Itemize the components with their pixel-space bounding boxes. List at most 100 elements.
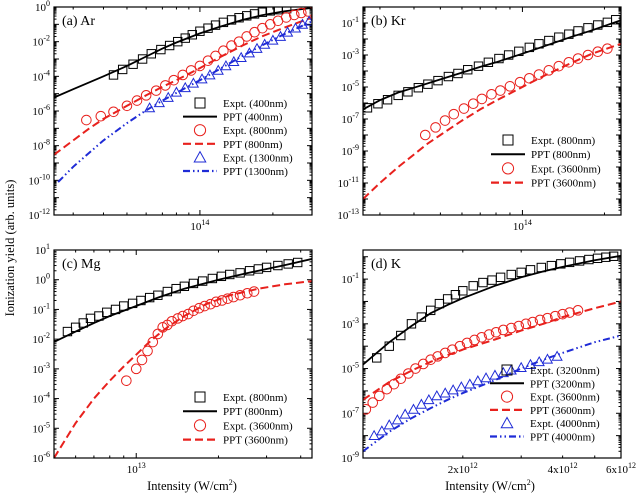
data-point-circle [150,85,162,96]
data-point-circle [81,114,92,126]
data-point-circle [419,129,431,141]
data-point-square [495,272,506,283]
data-point-square [137,54,148,64]
data-point-circle [136,354,148,366]
data-point-square [506,269,516,280]
data-point-circle [602,43,613,54]
panel-4: 10-1 10-3 10-5 10-7 10-9 2x1012 4x1012 6x1012 (d… [341,249,636,476]
legend-marker-circle [500,390,514,403]
data-point-square [554,32,564,42]
data-point-circle [140,90,152,101]
y-tick-label: 101 [35,242,50,257]
data-point-circle [448,108,460,120]
data-point-triangle [439,387,451,398]
data-point-square [242,11,252,21]
data-point-triangle [515,361,527,372]
x-tick-label: 1014 [190,218,209,233]
plot-frame [53,249,313,459]
data-point-square [373,99,383,109]
data-point-circle [193,302,205,314]
y-tick-label: 10-1 [341,15,359,30]
x-tick-label: 1013 [127,461,146,476]
data-point-square [483,57,494,67]
data-point-circle [439,347,451,359]
y-tick-label: 10-6 [32,450,50,465]
data-point-square [524,42,535,53]
legend-label: PPT (3600nm) [223,435,288,447]
data-point-circle [130,363,142,375]
data-point-circle [160,80,171,91]
data-point-circle [226,40,237,51]
data-point-circle [108,106,119,118]
data-point-circle [147,336,159,348]
data-point-circle [542,312,553,324]
panel-label: (a) Ar [62,14,95,29]
data-point-square [494,53,504,64]
legend: Expt. (400nm) PPT (400nm)Expt. (800nm) PPT… [183,97,293,178]
data-point-triangle [235,51,247,62]
data-point-circle [194,60,206,72]
data-point-circle [495,85,506,96]
data-point-square [235,268,245,278]
legend-label: Expt. (400nm) [223,98,287,110]
data-point-circle [410,363,421,374]
panel-data [54,257,312,458]
data-point-square [207,273,218,284]
data-point-square [179,281,190,292]
data-point-square [443,71,454,82]
data-point-square [608,251,619,261]
data-point-circle [218,45,229,57]
panel-label: (b) Kr [371,14,406,29]
data-point-square [396,330,406,341]
legend-label: PPT (3200nm) [530,378,595,390]
panel-1: 100 10-2 10-4 10-6 10-8 10-10 10-12 1014 (a) Ar E… [28,0,313,233]
y-tick-label: 10-4 [32,391,50,406]
data-point-square [261,262,272,273]
data-point-circle [403,368,414,379]
data-point-square [592,253,603,264]
data-point-circle [520,318,532,330]
legend-label: PPT (800nm) [223,139,283,151]
data-point-square [433,75,443,86]
data-point-circle [142,345,153,357]
data-point-triangle [391,414,404,425]
legend-label: Expt. (800nm) [223,125,287,137]
legend-marker-circle [501,162,515,175]
panel-3: 101 100 10-1 10-2 10-3 10-4 10-5 10-6 1013 (c) Mg… [32,242,313,476]
y-tick-label: 10-5 [32,420,50,435]
data-point-triangle [153,96,166,108]
data-point-circle [177,310,189,322]
data-point-circle [228,291,239,303]
x-tick-label: 1014 [513,218,532,233]
panel-data [363,251,621,453]
data-point-square [611,15,621,25]
data-point-circle [543,65,555,76]
data-point-triangle [505,364,517,375]
data-point-square [593,20,603,30]
legend-marker-square [194,391,206,403]
data-point-triangle [281,26,294,37]
data-point-circle [172,313,184,324]
data-point-square [463,65,473,75]
data-point-square [453,68,463,79]
data-point-triangle [551,350,563,361]
data-point-square [117,64,128,75]
data-point-circle [534,314,546,326]
x-tick-label: 2x1012 [448,461,478,476]
data-point-square [372,353,382,363]
data-point-triangle [447,384,459,395]
legend-label: Expt. (3600nm) [531,163,601,175]
data-point-triangle [455,381,468,392]
data-point-circle [461,337,473,349]
y-tick-label: 10-2 [32,34,50,49]
x-axis-label-right: Intensity (W/cm2) [445,478,535,493]
data-point-circle [572,53,584,64]
data-point-circle [280,12,292,23]
y-tick-label: 10-7 [341,111,359,126]
legend: Expt. (800nm) PPT (800nm) Expt. (3600nm) PP… [491,134,601,190]
legend-label: Expt. (3200nm) [530,365,600,377]
data-point-circle [210,296,222,308]
data-point-square [234,13,244,23]
data-point-square [188,278,199,289]
data-point-square [416,312,427,322]
